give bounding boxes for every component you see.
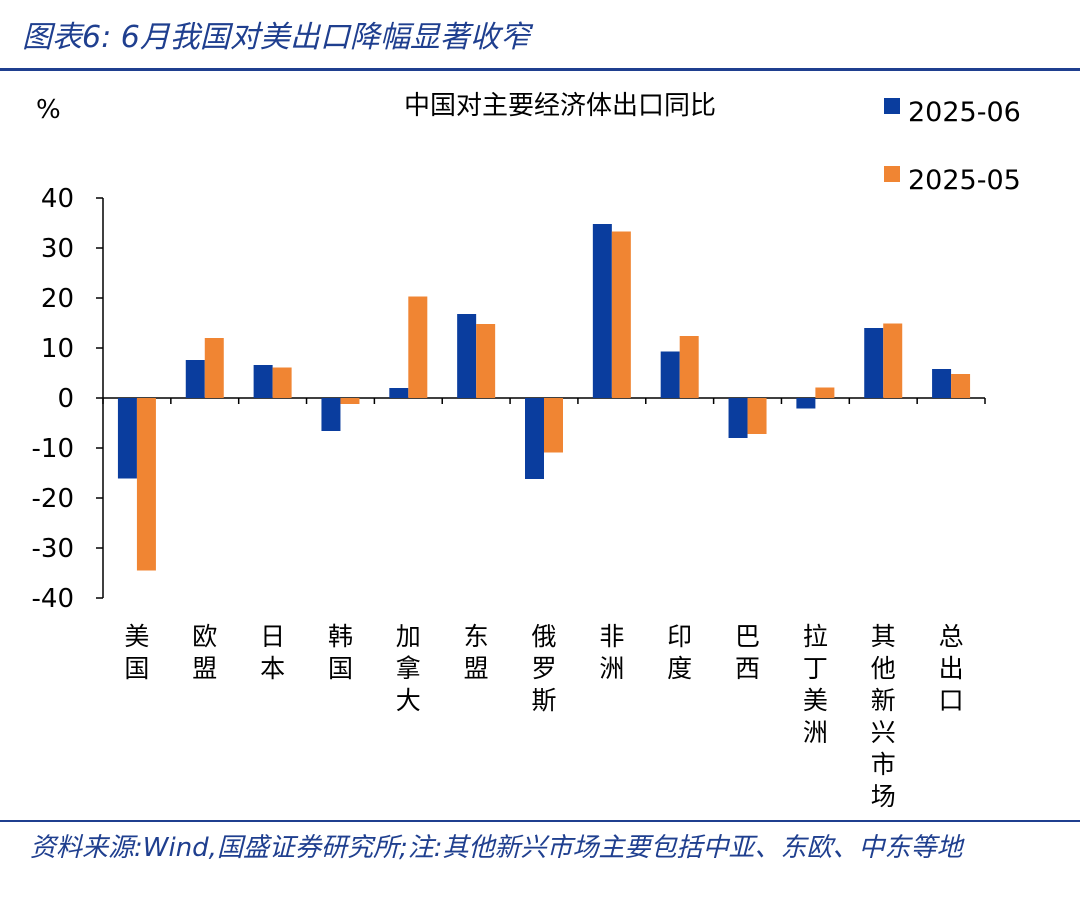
- bar-2025-06-其他新兴市场: [864, 328, 884, 398]
- y-tick-label: 0: [57, 384, 74, 414]
- bar-2025-06-巴西: [728, 398, 748, 438]
- category-label: 日本: [260, 622, 285, 683]
- bar-2025-05-拉丁美洲: [815, 387, 835, 398]
- category-label: 总出口: [939, 622, 964, 715]
- bar-2025-05-其他新兴市场: [883, 323, 903, 398]
- category-label: 加拿大: [396, 622, 421, 715]
- source-note: 资料来源:Wind,国盛证券研究所;注:其他新兴市场主要包括中亚、东欧、中东等地: [30, 833, 963, 863]
- bar-2025-05-非洲: [611, 231, 631, 398]
- category-label: 非洲: [599, 622, 624, 683]
- category-label: 其他新兴市场: [871, 622, 896, 811]
- bar-2025-06-加拿大: [389, 388, 409, 398]
- bar-2025-05-美国: [136, 398, 156, 571]
- bar-2025-05-巴西: [747, 398, 767, 434]
- bar-2025-06-俄罗斯: [525, 398, 544, 479]
- category-label: 韩国: [328, 622, 353, 683]
- y-tick-label: -40: [32, 584, 74, 614]
- bar-2025-05-印度: [679, 336, 699, 398]
- bar-2025-05-东盟: [476, 324, 496, 398]
- y-tick-label: -10: [32, 434, 74, 464]
- bar-2025-06-日本: [253, 365, 273, 398]
- category-label: 美国: [124, 622, 149, 683]
- y-tick-label: -20: [32, 484, 74, 514]
- legend-label: 2025-06: [908, 97, 1021, 128]
- bar-2025-05-俄罗斯: [544, 398, 563, 453]
- category-label: 巴西: [735, 622, 760, 683]
- bar-2025-05-加拿大: [408, 296, 428, 398]
- bar-2025-05-韩国: [340, 398, 360, 404]
- y-tick-label: -30: [32, 534, 74, 564]
- bar-2025-06-印度: [660, 351, 680, 398]
- category-label: 欧盟: [192, 622, 217, 683]
- bar-2025-05-日本: [272, 367, 292, 398]
- bars: [117, 224, 971, 571]
- category-label: 东盟: [464, 622, 489, 683]
- bar-2025-06-东盟: [457, 314, 477, 398]
- chart-title: 中国对主要经济体出口同比: [404, 91, 716, 121]
- bar-2025-06-韩国: [321, 398, 341, 431]
- category-label: 印度: [667, 622, 692, 683]
- bar-2025-06-拉丁美洲: [796, 398, 816, 409]
- y-tick-label: 10: [41, 334, 74, 364]
- axes: 40 30 20 10 0 -10 -20 -30 -40: [32, 184, 986, 614]
- bar-2025-06-总出口: [932, 369, 952, 398]
- legend-label: 2025-05: [908, 165, 1021, 196]
- bar-2025-06-非洲: [592, 224, 612, 398]
- legend-swatch: [884, 166, 900, 182]
- bar-2025-05-欧盟: [204, 338, 224, 398]
- bar-2025-06-美国: [117, 398, 137, 479]
- figure-title: 图表6: 6月我国对美出口降幅显著收窄: [22, 20, 530, 55]
- bar-chart: 中国对主要经济体出口同比 % 2025-06 2025-05 40 30 20 10 0 -…: [32, 91, 1021, 811]
- y-tick-label: 30: [41, 234, 74, 264]
- bottom-divider: [0, 820, 1080, 822]
- category-label: 拉丁美洲: [803, 622, 828, 747]
- category-label: 俄罗斯: [531, 622, 556, 715]
- y-tick-label: 20: [41, 284, 74, 314]
- bar-2025-05-总出口: [951, 374, 971, 398]
- legend-swatch: [884, 98, 900, 114]
- bar-2025-06-欧盟: [185, 360, 205, 398]
- top-divider: [0, 68, 1080, 71]
- y-axis-unit-label: %: [36, 95, 61, 125]
- legend: 2025-06 2025-05: [884, 97, 1021, 196]
- y-tick-label: 40: [41, 184, 74, 214]
